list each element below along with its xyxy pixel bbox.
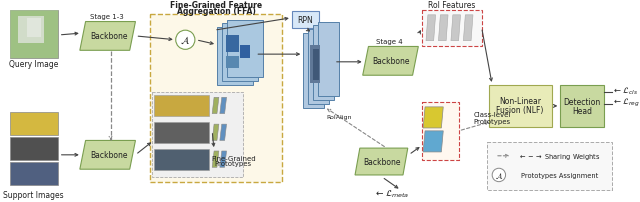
Text: Fine-Grained: Fine-Grained (211, 155, 255, 161)
Text: $\leftarrow\mathcal{L}_{cls}$: $\leftarrow\mathcal{L}_{cls}$ (612, 85, 638, 97)
Text: $\mathcal{A}$: $\mathcal{A}$ (495, 170, 503, 180)
Polygon shape (220, 151, 227, 167)
Circle shape (492, 168, 506, 182)
Bar (227, 21, 263, 78)
Text: Detection: Detection (564, 97, 601, 106)
Text: Head: Head (572, 107, 592, 116)
Bar (150, 15, 282, 182)
Text: Aggregation (FFA): Aggregation (FFA) (177, 7, 255, 16)
Bar (225, 36, 239, 53)
Text: $\mathcal{A}$: $\mathcal{A}$ (180, 35, 190, 46)
Polygon shape (438, 16, 448, 41)
Bar (10, 112, 58, 135)
Bar (225, 57, 239, 68)
Bar (292, 12, 319, 29)
Text: Backbone: Backbone (90, 32, 127, 41)
Text: Prototypes Assignment: Prototypes Assignment (521, 172, 598, 178)
Bar (154, 96, 209, 117)
Polygon shape (355, 148, 408, 175)
Text: Fine-Grained Feature: Fine-Grained Feature (170, 1, 262, 10)
Polygon shape (363, 47, 419, 76)
Bar (154, 149, 209, 170)
Text: Query Image: Query Image (9, 60, 58, 69)
Bar (308, 30, 329, 104)
Circle shape (176, 31, 195, 50)
Bar (313, 26, 334, 101)
Text: Backbone: Backbone (90, 150, 127, 160)
Bar (560, 85, 604, 127)
Bar (488, 143, 612, 190)
Text: Support Images: Support Images (3, 190, 64, 199)
Text: Backbone: Backbone (363, 157, 401, 166)
Polygon shape (220, 124, 227, 141)
Bar (217, 28, 253, 85)
Text: Stage 1-3: Stage 1-3 (90, 14, 124, 20)
Text: Non-Linear: Non-Linear (499, 96, 541, 105)
Text: Backbone: Backbone (372, 57, 410, 66)
Text: RoI Features: RoI Features (428, 1, 476, 10)
Polygon shape (212, 151, 219, 167)
Bar (10, 137, 58, 160)
Bar (17, 17, 44, 43)
Text: RPN: RPN (298, 16, 313, 25)
Polygon shape (80, 22, 136, 51)
Text: $\leftarrow\mathcal{L}_{reg}$: $\leftarrow\mathcal{L}_{reg}$ (612, 97, 640, 109)
Text: Prototypes: Prototypes (474, 119, 511, 125)
Polygon shape (426, 16, 436, 41)
Polygon shape (423, 131, 444, 152)
Bar (221, 24, 258, 82)
Text: Class-level: Class-level (474, 111, 511, 117)
Bar (310, 45, 319, 83)
Polygon shape (80, 141, 136, 169)
Polygon shape (212, 98, 219, 114)
Polygon shape (451, 16, 461, 41)
Bar (10, 11, 58, 59)
Polygon shape (220, 98, 227, 114)
Bar (10, 162, 58, 185)
Bar (422, 11, 482, 47)
Polygon shape (423, 107, 444, 128)
Bar (303, 34, 324, 108)
Bar (240, 45, 250, 59)
Bar (422, 103, 459, 160)
Bar (490, 85, 552, 127)
Bar (313, 50, 319, 81)
Text: Fusion (NLF): Fusion (NLF) (496, 106, 543, 115)
Bar (154, 123, 209, 144)
Bar (10, 11, 58, 59)
Text: $\leftarrow \mathcal{L}_{meta}$: $\leftarrow \mathcal{L}_{meta}$ (374, 187, 409, 199)
Text: $\leftarrow - \rightarrow$ Sharing Weights: $\leftarrow - \rightarrow$ Sharing Weigh… (518, 151, 600, 161)
Bar (152, 93, 243, 177)
Text: Prototypes: Prototypes (214, 161, 252, 167)
Bar (317, 22, 339, 97)
Text: RoIAlign: RoIAlign (326, 114, 351, 119)
Polygon shape (212, 124, 219, 141)
Polygon shape (463, 16, 473, 41)
Bar (27, 19, 42, 38)
Text: Stage 4: Stage 4 (376, 39, 403, 44)
